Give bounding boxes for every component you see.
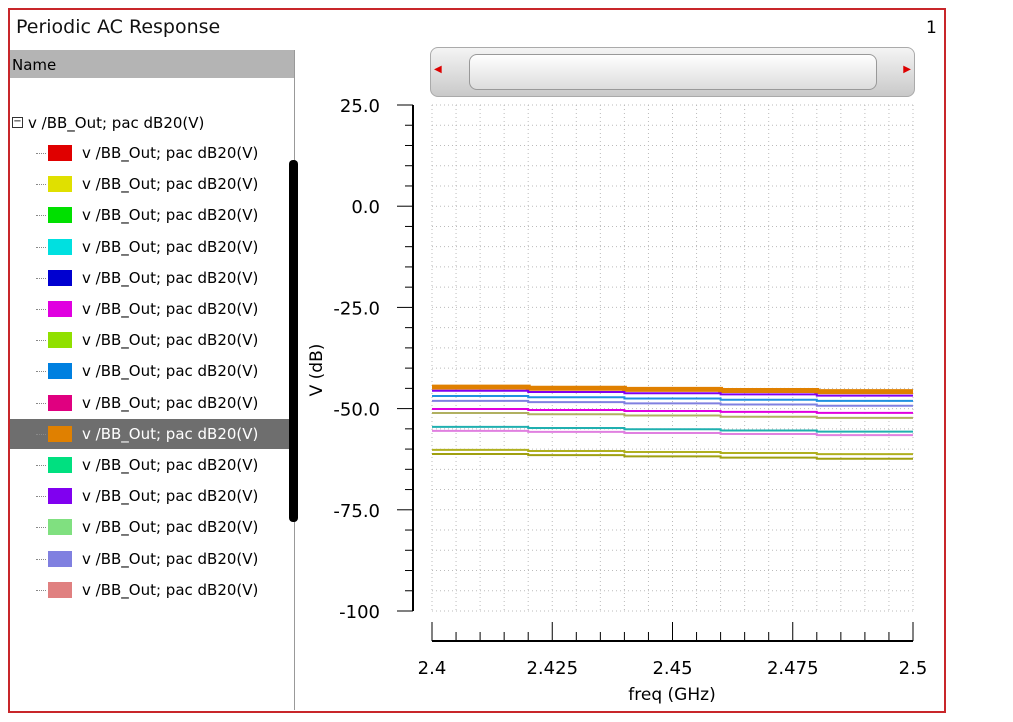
tree-connector [36, 340, 46, 342]
legend-item[interactable]: v /BB_Out; pac dB20(V) [10, 544, 294, 574]
tree-connector [36, 309, 46, 310]
x-zoom-scrollbar[interactable]: ◀ ▶ [430, 47, 915, 97]
legend-item-label: v /BB_Out; pac dB20(V) [82, 268, 259, 287]
legend-item-label: v /BB_Out; pac dB20(V) [82, 144, 259, 162]
legend-item[interactable]: v /BB_Out; pac dB20(V) [10, 169, 294, 199]
legend-item-label: v /BB_Out; pac dB20(V) [82, 300, 259, 318]
color-swatch [48, 238, 72, 255]
color-swatch [48, 269, 72, 286]
legend-item-label: v /BB_Out; pac dB20(V) [82, 206, 259, 225]
legend-group-label: v /BB_Out; pac dB20(V) [28, 114, 205, 132]
tree-connector [36, 496, 46, 498]
color-swatch [48, 301, 72, 317]
legend-scrollbar[interactable] [289, 160, 298, 522]
color-swatch [48, 145, 72, 161]
tree-connector [36, 527, 46, 529]
legend-item[interactable]: v /BB_Out; pac dB20(V) [10, 388, 294, 418]
legend-item[interactable]: v /BB_Out; pac dB20(V) [10, 575, 294, 605]
scrollbar-thumb[interactable] [469, 54, 877, 90]
legend-item[interactable]: v /BB_Out; pac dB20(V) [10, 325, 294, 355]
tree-connector [36, 402, 46, 404]
legend-item-label: v /BB_Out; pac dB20(V) [82, 487, 259, 506]
legend-item-label: v /BB_Out; pac dB20(V) [82, 424, 259, 443]
color-swatch [48, 207, 72, 224]
legend-item[interactable]: v /BB_Out; pac dB20(V) [10, 418, 294, 449]
scroll-left-icon[interactable]: ◀ [434, 64, 442, 75]
legend-item[interactable]: v /BB_Out; pac dB20(V) [10, 481, 294, 511]
legend-item[interactable]: v /BB_Out; pac dB20(V) [10, 356, 294, 386]
tree-connector [36, 589, 46, 591]
legend-item-label: v /BB_Out; pac dB20(V) [82, 456, 259, 474]
collapse-icon[interactable]: − [12, 116, 23, 128]
tree-connector [36, 184, 46, 186]
tree-connector [36, 558, 46, 560]
legend-item-label: v /BB_Out; pac dB20(V) [82, 549, 259, 568]
legend-item-label: v /BB_Out; pac dB20(V) [82, 175, 259, 194]
legend-group[interactable]: − v /BB_Out; pac dB20(V) [10, 108, 294, 138]
color-swatch [48, 425, 72, 442]
color-swatch [48, 519, 72, 536]
legend-header[interactable]: Name [10, 50, 294, 78]
tree-connector [36, 465, 46, 466]
color-swatch [48, 363, 72, 380]
scroll-right-icon[interactable]: ▶ [903, 64, 911, 75]
legend-item-label: v /BB_Out; pac dB20(V) [82, 580, 259, 599]
tree-connector [36, 215, 46, 217]
color-swatch [48, 550, 72, 567]
legend-item-label: v /BB_Out; pac dB20(V) [82, 331, 259, 350]
legend-item[interactable]: v /BB_Out; pac dB20(V) [10, 138, 294, 168]
tree-connector [36, 153, 46, 154]
tree-connector [36, 277, 46, 279]
subwindow-number: 1 [926, 18, 937, 38]
color-swatch [48, 581, 72, 598]
legend-item[interactable]: v /BB_Out; pac dB20(V) [10, 232, 294, 262]
tree-connector [36, 371, 46, 373]
legend-panel: Name − v /BB_Out; pac dB20(V) v /BB_Out;… [10, 50, 298, 710]
window-title: Periodic AC Response [16, 16, 221, 38]
color-swatch [48, 488, 72, 505]
legend-item-label: v /BB_Out; pac dB20(V) [82, 237, 259, 256]
legend-item[interactable]: v /BB_Out; pac dB20(V) [10, 512, 294, 542]
legend-item-label: v /BB_Out; pac dB20(V) [82, 362, 259, 381]
color-swatch [48, 457, 72, 473]
color-swatch [48, 332, 72, 349]
tree-connector [36, 433, 46, 435]
legend-item-label: v /BB_Out; pac dB20(V) [82, 393, 259, 412]
color-swatch [48, 176, 72, 193]
legend-item[interactable]: v /BB_Out; pac dB20(V) [10, 200, 294, 230]
legend-item-label: v /BB_Out; pac dB20(V) [82, 518, 259, 537]
tree-connector [36, 246, 46, 248]
legend-item[interactable]: v /BB_Out; pac dB20(V) [10, 263, 294, 293]
legend-item[interactable]: v /BB_Out; pac dB20(V) [10, 450, 294, 480]
legend-item[interactable]: v /BB_Out; pac dB20(V) [10, 294, 294, 324]
color-swatch [48, 394, 72, 411]
